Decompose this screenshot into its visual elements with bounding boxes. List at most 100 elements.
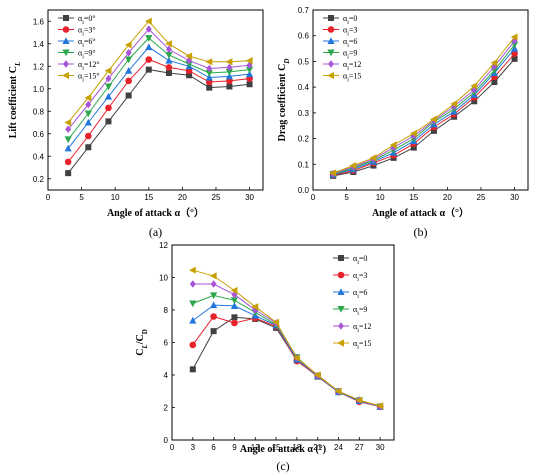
data-point-a-1-3	[125, 77, 132, 85]
data-point-a-3-1	[84, 110, 92, 118]
x-tick-label-b-1: 5	[344, 193, 349, 202]
y-tick-label-c-3: 6	[164, 339, 169, 348]
panel-label-c: (c)	[276, 459, 289, 473]
legend-label-c-4: αi=12	[353, 322, 371, 334]
data-point-b-0-7	[471, 98, 478, 105]
x-tick-label-a-5: 25	[212, 193, 221, 202]
y-tick-label-a-7: 1.6	[33, 17, 45, 26]
data-point-a-0-4	[145, 66, 152, 73]
data-point-b-5-1	[349, 161, 357, 170]
data-point-a-3-8	[225, 68, 234, 76]
data-point-b-4-8	[491, 62, 498, 71]
x-tick-label-a-3: 15	[144, 193, 153, 202]
data-point-b-1-9	[511, 50, 518, 58]
data-point-c-2-2	[230, 302, 239, 309]
data-point-a-0-1	[85, 144, 92, 151]
data-point-a-0-5	[165, 70, 172, 76]
legend-label-a-0: αi=0°	[78, 14, 96, 26]
data-point-a-1-5	[165, 64, 173, 71]
chart-a: 0 5 10 15 20 25 30 0.2 0.4 0.6 0.8 1.0 1.2 1.4 1.6 Angl…	[8, 9, 264, 239]
data-point-c-1-0	[189, 341, 197, 349]
data-point-a-0-7	[206, 84, 213, 91]
legend-marker-b-0	[328, 15, 334, 21]
data-point-a-1-2	[105, 104, 112, 112]
legend-label-a-5: αi=15°	[78, 72, 100, 84]
x-tick-label-c-3: 9	[232, 443, 237, 452]
data-point-b-5-0	[329, 169, 337, 177]
y-tick-label-a-4: 1.0	[33, 85, 45, 94]
data-point-a-0-2	[105, 118, 112, 125]
data-point-a-3-3	[125, 56, 133, 64]
data-point-b-0-9	[511, 55, 518, 62]
legend-label-c-3: αi=9	[353, 305, 367, 317]
y-tick-label-b-3: 0.3	[298, 109, 310, 118]
legend-label-a-1: αi=3°	[78, 26, 96, 38]
data-point-c-1-2	[231, 319, 238, 327]
x-axis-label-b: Angle of attack α（°）	[372, 206, 469, 219]
x-tick-label-a-4: 20	[178, 193, 187, 202]
data-point-c-5-1	[209, 272, 217, 280]
x-tick-label-c-2: 6	[211, 443, 216, 452]
data-point-a-1-1	[85, 132, 92, 140]
x-tick-label-c-7: 21	[313, 443, 322, 452]
plot-frame-b	[312, 9, 529, 191]
y-tick-label-b-1: 0.1	[298, 160, 310, 169]
series-line-b-0	[333, 58, 515, 177]
data-point-b-5-5	[430, 115, 437, 123]
data-point-c-5-9	[376, 402, 384, 410]
data-point-a-4-2	[105, 74, 112, 83]
data-point-b-0-5	[430, 127, 437, 134]
data-point-a-3-0	[64, 136, 72, 144]
legend-label-b-0: αi=0	[343, 14, 357, 26]
data-point-a-4-0	[65, 125, 72, 134]
data-point-a-2-5	[165, 56, 173, 64]
y-tick-label-b-2: 0.2	[298, 135, 310, 144]
y-tick-label-a-2: 0.6	[33, 130, 45, 139]
legend-label-c-0: αi=0	[353, 254, 367, 266]
data-point-c-3-0	[189, 300, 197, 308]
data-point-a-3-2	[104, 83, 113, 91]
data-point-a-2-7	[205, 73, 213, 81]
legend-marker-b-3	[327, 49, 335, 57]
data-point-c-5-3	[251, 303, 259, 311]
data-point-c-5-2	[230, 286, 238, 295]
data-point-c-5-0	[189, 266, 196, 274]
panel-label-b: (b)	[414, 225, 428, 239]
data-point-b-5-8	[490, 59, 498, 67]
data-point-b-5-3	[389, 141, 397, 149]
data-point-a-5-4	[144, 17, 152, 25]
data-point-a-0-9	[246, 81, 253, 88]
series-line-c-5	[192, 269, 381, 407]
data-point-a-4-5	[165, 45, 172, 54]
legend-marker-c-3	[337, 306, 345, 313]
x-tick-label-a-6: 30	[245, 193, 254, 202]
series-line-a-4	[67, 28, 250, 130]
data-point-a-5-7	[205, 58, 213, 66]
series-line-c-2	[192, 304, 381, 408]
plot-frame-a	[47, 9, 264, 191]
data-point-c-3-1	[210, 292, 218, 300]
legend-marker-a-0	[63, 15, 69, 21]
data-point-a-2-0	[64, 144, 72, 152]
data-point-a-5-8	[225, 58, 233, 66]
data-point-a-2-3	[125, 66, 133, 74]
legend-label-b-3: αi=9	[343, 49, 357, 61]
y-tick-label-c-0: 0	[164, 436, 169, 445]
series-line-a-5	[67, 20, 250, 123]
x-tick-label-c-1: 3	[191, 443, 196, 452]
data-point-c-4-0	[189, 280, 196, 288]
legend-label-b-4: αi=12	[343, 60, 361, 72]
data-point-a-3-9	[245, 66, 254, 74]
data-point-a-1-0	[64, 158, 72, 166]
data-point-c-1-1	[210, 313, 217, 320]
data-point-c-5-6	[313, 371, 321, 379]
data-point-c-2-1	[210, 301, 218, 309]
legend-label-c-2: αi=6	[353, 288, 367, 300]
data-point-a-2-2	[104, 92, 113, 100]
x-tick-label-b-3: 15	[409, 193, 418, 202]
y-tick-label-a-3: 0.8	[33, 107, 45, 116]
legend-label-b-5: αi=15	[343, 72, 361, 84]
data-point-a-2-8	[225, 72, 234, 80]
data-point-c-3-2	[230, 297, 239, 305]
y-tick-label-c-6: 12	[159, 241, 168, 250]
